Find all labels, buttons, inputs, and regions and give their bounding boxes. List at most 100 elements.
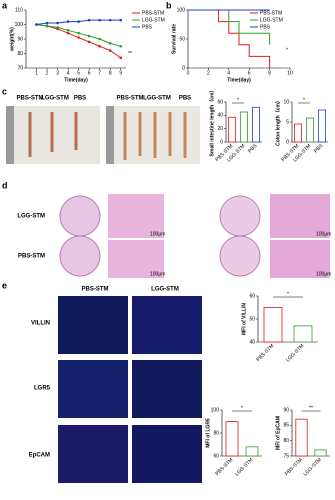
point xyxy=(98,37,101,41)
bar xyxy=(239,111,248,143)
legend-label: PBS-STM xyxy=(260,10,282,16)
legend-label: PBS xyxy=(260,24,271,30)
image xyxy=(58,360,128,418)
x-tick-label: 7 xyxy=(98,70,101,76)
panel-label: b xyxy=(166,0,172,10)
x-tick-label: 2 xyxy=(207,70,210,76)
y-tick-label: 100 xyxy=(15,22,24,28)
point xyxy=(87,40,91,44)
panel-label: a xyxy=(2,0,8,10)
x-tick-label: 2 xyxy=(46,70,49,76)
x-tick-label: 8 xyxy=(268,70,271,76)
point xyxy=(108,49,112,52)
y-tick-label: 10 xyxy=(283,99,289,105)
panel-label: d xyxy=(2,180,8,190)
y-tick-label: 0 xyxy=(220,139,223,145)
photo-label: PBS xyxy=(179,96,191,102)
bar xyxy=(317,109,326,143)
ruler xyxy=(6,106,14,164)
x-tick-label: PBS-STM xyxy=(284,457,304,477)
point xyxy=(119,56,123,60)
x-tick-label: 4 xyxy=(67,70,70,76)
point xyxy=(56,21,59,25)
point xyxy=(108,42,112,45)
tissue-zoom xyxy=(270,240,330,278)
photo-label: PBS-STM xyxy=(117,96,144,102)
point xyxy=(66,31,70,35)
y-tick-label: 85 xyxy=(283,423,289,429)
panel-label: c xyxy=(2,86,7,96)
photo-label: LGG-STM xyxy=(143,96,171,102)
point xyxy=(77,31,80,35)
y-tick-label: 60 xyxy=(249,293,255,299)
y-tick-label: 60 xyxy=(217,99,223,105)
series-line xyxy=(36,24,122,59)
tissue xyxy=(219,235,261,277)
tissue-zoom xyxy=(270,194,330,238)
x-axis-label: Time(day) xyxy=(227,77,251,83)
y-tick-label: 90 xyxy=(283,407,289,413)
y-tick-label: 20 xyxy=(217,126,223,132)
legend-label: PBS xyxy=(142,24,153,30)
image xyxy=(132,425,202,483)
point xyxy=(87,18,91,22)
bar xyxy=(293,325,313,343)
annotation: ** xyxy=(128,51,132,57)
y-tick-label: 100 xyxy=(211,407,220,413)
y-tick-label: 80 xyxy=(283,438,289,444)
photo-label: LGG-STM xyxy=(41,96,69,102)
legend-label: LGG-STM xyxy=(260,17,283,23)
bar xyxy=(251,106,260,143)
point xyxy=(108,18,112,22)
x-tick-label: LGG-STM xyxy=(285,343,305,363)
column-label: LGG-STM xyxy=(151,287,179,293)
histology-images xyxy=(59,194,330,278)
scale-label: 100μm xyxy=(316,271,331,277)
y-axis-label: MFI of VILLIN xyxy=(241,303,247,335)
y-tick-label: 0 xyxy=(286,139,289,145)
y-tick-label: 100 xyxy=(177,7,186,13)
y-tick-label: 0 xyxy=(182,65,185,71)
x-tick-label: LGG-STM xyxy=(234,457,254,477)
legend-label: LGG-STM xyxy=(142,17,165,23)
x-tick-label: 0 xyxy=(187,70,190,76)
x-tick-label: PBS xyxy=(247,143,259,155)
scale-label: 100μm xyxy=(316,231,331,237)
y-tick-label: 110 xyxy=(15,7,23,13)
tissue-zoom xyxy=(108,240,164,278)
y-axis-label: weight(%) xyxy=(9,27,15,52)
row-label: LGR5 xyxy=(34,386,51,392)
y-tick-label: 50 xyxy=(179,36,185,42)
point xyxy=(119,18,123,22)
y-tick-label: 50 xyxy=(249,316,255,322)
bar xyxy=(295,418,308,457)
point xyxy=(98,18,101,22)
tissue xyxy=(59,195,101,237)
tissue xyxy=(219,195,261,237)
y-axis-label: Small intestine length（cm） xyxy=(209,88,215,157)
annotation: * xyxy=(286,47,288,53)
y-tick-label: 75 xyxy=(283,453,289,459)
scale-label: 100μm xyxy=(150,231,165,237)
y-tick-label: 80 xyxy=(17,51,23,57)
x-tick-label: 6 xyxy=(248,70,251,76)
bar xyxy=(263,307,283,343)
point xyxy=(77,36,80,39)
annotation: * xyxy=(303,97,305,103)
intestine xyxy=(123,112,187,160)
image xyxy=(58,296,128,354)
tissue-zoom xyxy=(108,194,164,238)
point xyxy=(56,26,59,29)
x-tick-label: 9 xyxy=(119,70,122,76)
x-tick-label: LGG-STM xyxy=(303,457,323,477)
bar xyxy=(314,449,327,457)
bar xyxy=(305,117,314,143)
column-label: PBS-STM xyxy=(82,287,109,293)
fluorescence-images xyxy=(58,296,202,483)
bar xyxy=(227,116,236,143)
x-tick-label: 8 xyxy=(109,70,112,76)
image xyxy=(58,425,128,483)
series-line xyxy=(36,24,121,47)
annotation: ** xyxy=(309,405,313,411)
y-tick-label: 5 xyxy=(286,119,289,125)
